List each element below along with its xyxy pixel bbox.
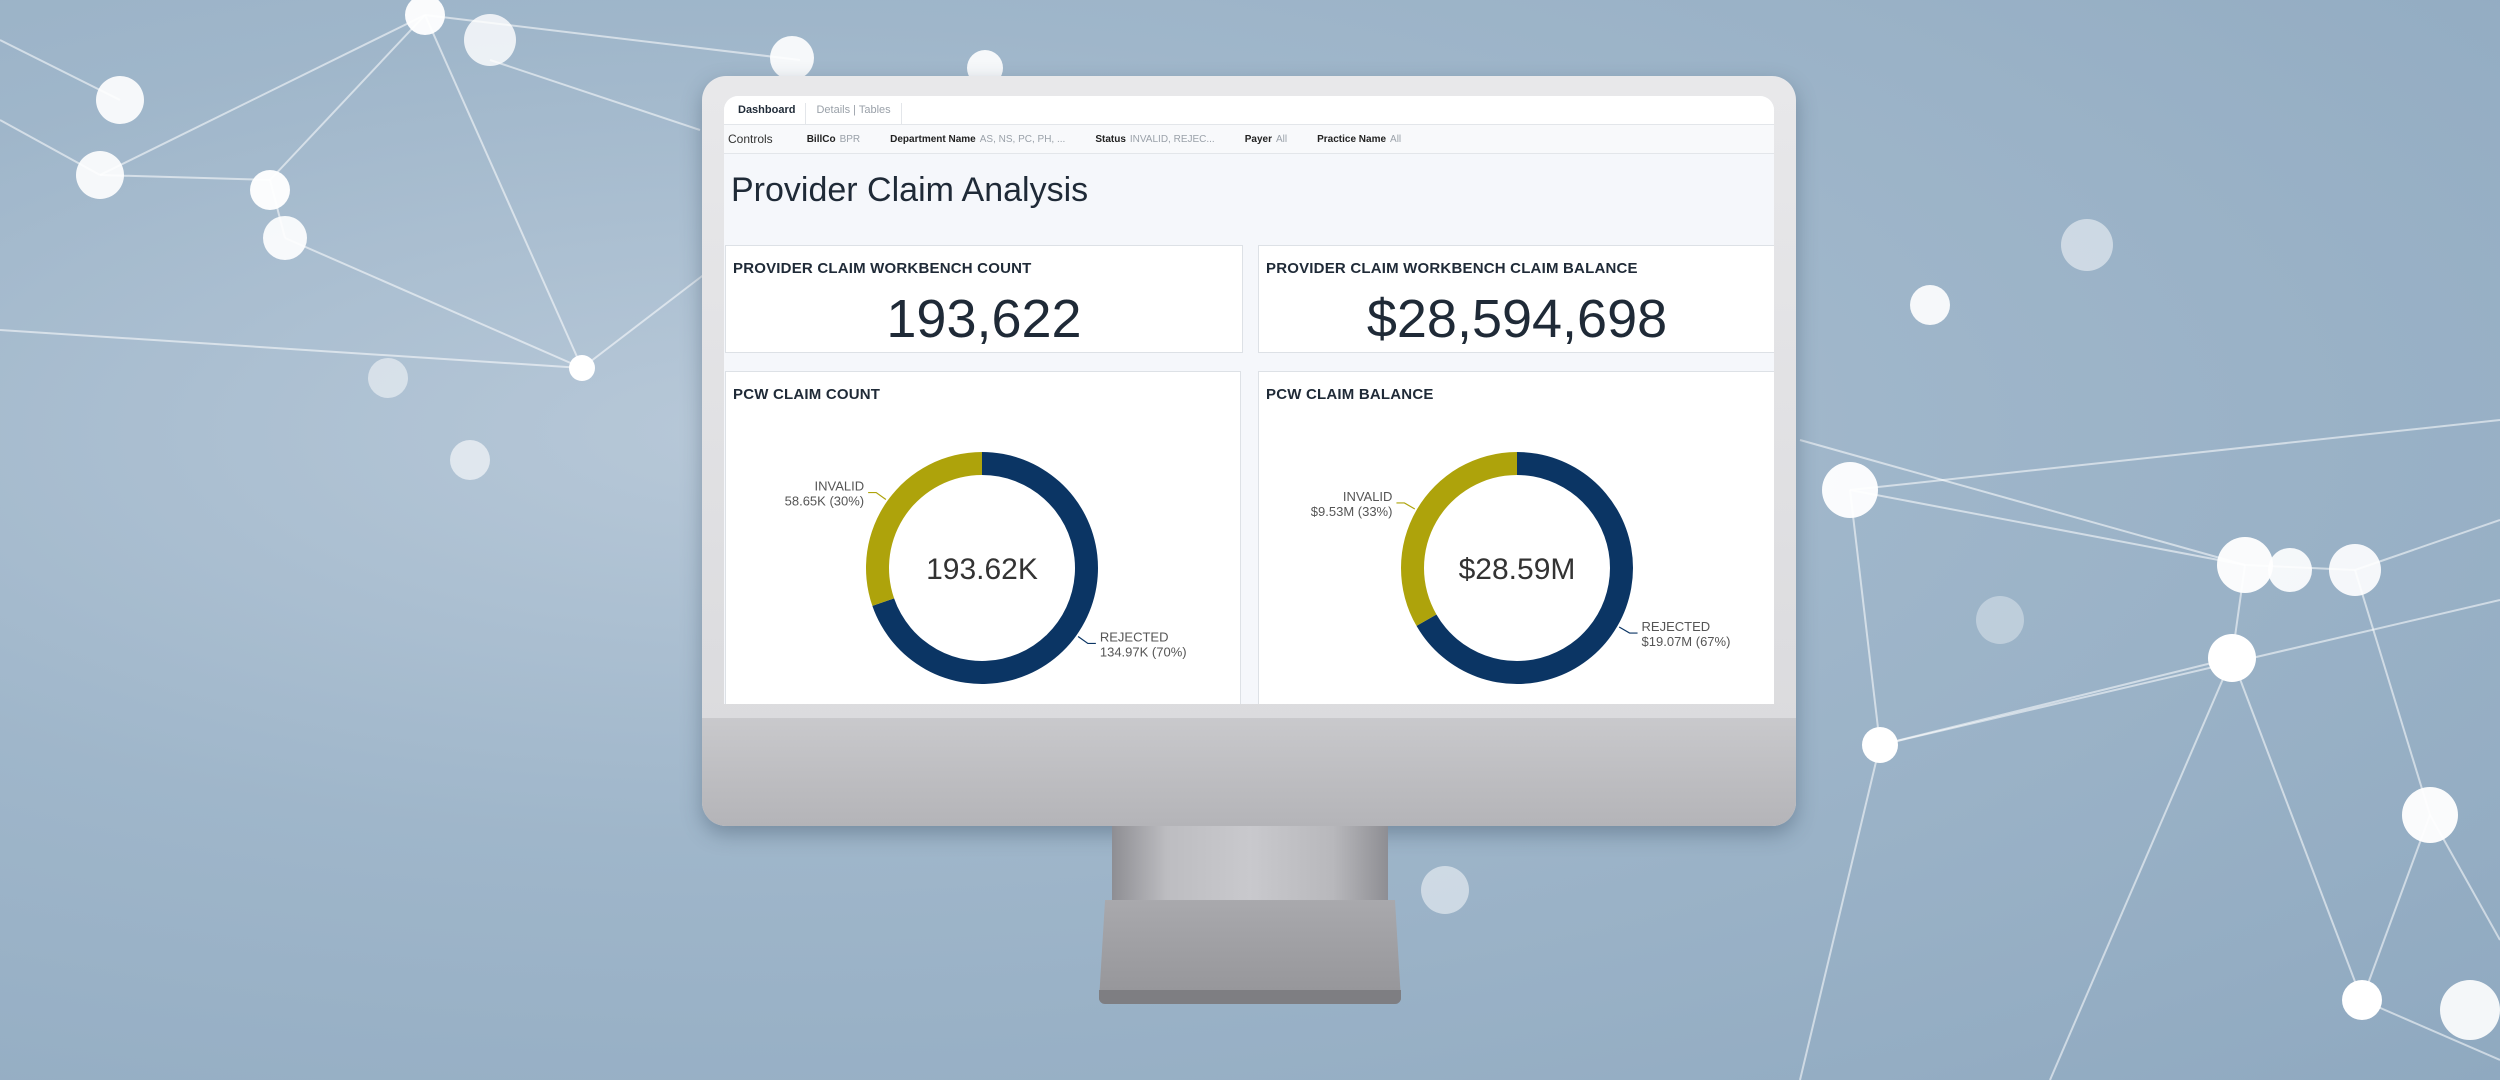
monitor-stand-foot xyxy=(1099,990,1401,1004)
donut-chart-claim-balance: REJECTED$19.07M (67%) INVALID$9.53M (33%)… xyxy=(1311,452,1731,684)
donut-center-total: $28.59M xyxy=(1459,553,1576,586)
kpi-title: PROVIDER CLAIM WORKBENCH COUNT xyxy=(733,260,1032,277)
tab-dashboard[interactable]: Dashboard xyxy=(728,103,807,124)
slice-name-label: INVALID xyxy=(1343,489,1393,504)
leader-line xyxy=(1077,635,1096,645)
filter-name: Status xyxy=(1095,133,1126,145)
kpi-card-claim-count: PROVIDER CLAIM WORKBENCH COUNT 193,622 xyxy=(725,245,1243,353)
kpi-value: $28,594,698 xyxy=(1366,289,1668,349)
monitor-chin xyxy=(702,718,1796,826)
leader-line xyxy=(1618,626,1638,634)
slice-value-label: $19.07M (67%) xyxy=(1642,634,1731,649)
slice-value-label: 58.65K (30%) xyxy=(785,494,865,509)
controls-label: Controls xyxy=(728,132,773,146)
filter-name: Payer xyxy=(1244,133,1272,145)
filter-payer[interactable]: Payer All xyxy=(1245,134,1287,145)
filter-status[interactable]: Status INVALID, REJEC... xyxy=(1095,134,1214,145)
donut-center-total: 193.62K xyxy=(926,553,1038,586)
tab-bar: Dashboard Details | Tables xyxy=(724,96,1774,125)
filter-name: Department Name xyxy=(890,133,976,145)
tab-details-tables[interactable]: Details | Tables xyxy=(806,103,902,124)
filter-department-name[interactable]: Department Name AS, NS, PC, PH, ... xyxy=(890,134,1065,145)
monitor-stand-base xyxy=(1099,900,1401,1000)
filter-value: AS, NS, PC, PH, ... xyxy=(979,133,1066,145)
filter-value: All xyxy=(1275,133,1288,145)
chart-card-pcw-claim-balance: PCW CLAIM BALANCE REJECTED $19.07M (67%) I… xyxy=(1258,371,1774,704)
kpi-title: PROVIDER CLAIM WORKBENCH CLAIM BALANCE xyxy=(1266,260,1638,277)
slice-name-label: REJECTED xyxy=(1100,629,1169,644)
dashboard-screen: Dashboard Details | Tables Controls Bill… xyxy=(724,96,1774,704)
chart-card-pcw-claim-count: PCW CLAIM COUNT REJECTED 134.97K (70%) INV… xyxy=(725,371,1241,704)
slice-value-label: 134.97K (70%) xyxy=(1100,644,1187,659)
filter-value: INVALID, REJEC... xyxy=(1129,133,1215,145)
filter-name: BillCo xyxy=(806,133,836,145)
slice-name-label: INVALID xyxy=(815,479,865,494)
slice-value-label: $9.53M (33%) xyxy=(1311,504,1393,519)
chart-title: PCW CLAIM BALANCE xyxy=(1266,386,1434,403)
filter-practice-name[interactable]: Practice Name All xyxy=(1317,134,1401,145)
filter-name: Practice Name xyxy=(1317,133,1387,145)
kpi-card-claim-balance: PROVIDER CLAIM WORKBENCH CLAIM BALANCE $… xyxy=(1258,245,1774,353)
kpi-value: 193,622 xyxy=(886,289,1082,349)
filter-value: BPR xyxy=(839,133,861,145)
leader-line xyxy=(1396,502,1416,510)
filter-billco[interactable]: BillCo BPR xyxy=(807,134,860,145)
donut-slice-invalid[interactable] xyxy=(866,452,982,606)
filter-value: All xyxy=(1390,133,1402,145)
leader-line xyxy=(868,491,887,501)
chart-title: PCW CLAIM COUNT xyxy=(733,386,881,403)
page-title: Provider Claim Analysis xyxy=(731,171,1089,209)
slice-name-label: REJECTED xyxy=(1642,619,1711,634)
monitor-stand-neck xyxy=(1112,826,1388,904)
controls-bar: Controls BillCo BPR Department Name AS, NS… xyxy=(724,125,1774,154)
donut-slice-invalid[interactable] xyxy=(1401,452,1517,626)
